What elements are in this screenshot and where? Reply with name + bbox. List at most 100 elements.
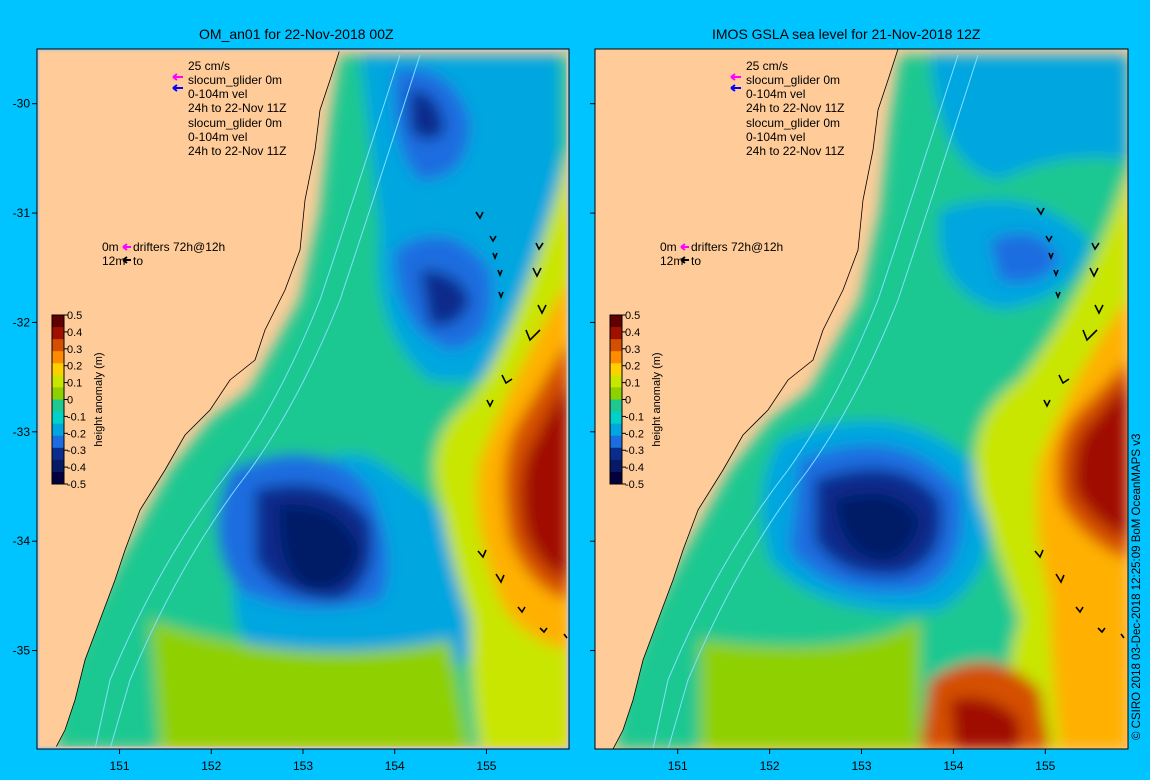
colorbar-segment: [52, 459, 64, 473]
legend-arrows: [122, 73, 741, 264]
drifter-legend: drifters 72h@12h: [133, 240, 225, 254]
colorbar-tick-label: 0.5: [67, 310, 82, 322]
colorbar-tick-label: -0.1: [67, 411, 86, 423]
drifter-legend: 0m: [660, 240, 677, 254]
legend-line: 24h to 22-Nov 11Z: [188, 101, 287, 115]
colorbar-tick-label: 0.4: [625, 327, 640, 339]
colorbar-tick-label: -0.3: [625, 445, 644, 457]
drifter-legend: 0m: [102, 240, 119, 254]
colorbar-segment: [610, 423, 622, 437]
colorbar-segment: [52, 471, 64, 485]
lon-tick-label: 154: [943, 759, 963, 773]
lon-tick-label: 155: [476, 759, 496, 773]
lat-tick-label: -31: [13, 206, 31, 220]
panel-title-right: IMOS GSLA sea level for 21-Nov-2018 12Z: [712, 26, 981, 42]
colorbar-tick-label: -0.4: [67, 462, 86, 474]
colorbar-segment: [610, 411, 622, 425]
bathymetry-contours: [652, 54, 979, 749]
colorbar-tick-label: -0.5: [67, 479, 86, 491]
legend-line: slocum_glider 0m: [746, 116, 840, 130]
lon-tick-label: 151: [668, 759, 688, 773]
legend-line: slocum_glider 0m: [188, 116, 282, 130]
colorbar-tick-label: -0.3: [67, 445, 86, 457]
lon-tick-label: 153: [293, 759, 313, 773]
colorbar-label: height anomaly (m): [93, 352, 105, 446]
copyright-note: © CSIRO 2018 03-Dec-2018 12:25:09 BoM Oc…: [1131, 433, 1143, 740]
colorbar-tick-label: 0.2: [625, 361, 640, 373]
colorbar-segment: [610, 459, 622, 473]
lon-tick-label: 153: [851, 759, 871, 773]
colorbar-segment: [52, 375, 64, 388]
colorbar-segment: [52, 447, 64, 461]
colorbar-segment: [610, 435, 622, 449]
coastline: [595, 49, 899, 749]
colorbar-tick-label: 0.1: [625, 378, 640, 390]
lat-tick-label: -30: [13, 97, 31, 111]
map-panel-left: [37, 49, 569, 749]
lon-tick-label: 152: [760, 759, 780, 773]
lon-tick-label: 155: [1035, 759, 1055, 773]
legend-line: 25 cm/s: [188, 59, 230, 73]
colorbar-segment: [52, 315, 64, 328]
colorbar-segment: [610, 327, 622, 340]
colorbar-segment: [52, 411, 64, 425]
legend-line: 24h to 22-Nov 11Z: [188, 144, 287, 158]
colorbar-segment: [52, 351, 64, 364]
lat-tick-label: -33: [13, 425, 31, 439]
map-panel-right: [595, 49, 1128, 749]
colorbar-tick-label: 0: [625, 395, 631, 407]
legend-line: 0-104m vel: [746, 87, 805, 101]
colorbar-segment: [610, 375, 622, 388]
colorbar-tick-label: -0.2: [67, 428, 86, 440]
colorbar-tick-label: -0.1: [625, 411, 644, 423]
colorbar-segment: [610, 387, 622, 400]
colorbar-segment: [52, 399, 64, 413]
colorbar-tick-label: -0.2: [625, 428, 644, 440]
drifter-legend: to: [691, 254, 701, 268]
axis-tick-labels: 151 152 153 154 155 -30 -31 -32 -33 -34 -35 151 152 1…: [13, 97, 1056, 773]
panel-title-left: OM_an01 for 22-Nov-2018 00Z: [199, 26, 394, 42]
legend-line: 25 cm/s: [746, 59, 788, 73]
legend-line: 0-104m vel: [188, 87, 247, 101]
colorbar-segment: [610, 447, 622, 461]
legend-right: 25 cm/s slocum_glider 0m 0-104m vel 24h …: [660, 59, 845, 268]
lat-tick-label: -35: [13, 644, 31, 658]
drifter-legend: 12m: [102, 254, 125, 268]
colorbar-segment: [52, 435, 64, 449]
colorbar-segment: [52, 387, 64, 400]
colorbar-segment: [610, 339, 622, 352]
lat-tick-label: -32: [13, 315, 31, 329]
coastline: [37, 49, 341, 749]
colorbar-segment: [610, 363, 622, 376]
colorbar-tick-label: -0.4: [625, 462, 644, 474]
drifter-legend: to: [133, 254, 143, 268]
colorbar-tick-label: 0: [67, 395, 73, 407]
legend-line: 0-104m vel: [746, 130, 805, 144]
colorbar-tick-label: 0.4: [67, 327, 82, 339]
bathymetry-contours: [94, 54, 421, 749]
colorbar-segment: [52, 327, 64, 340]
colorbar-label: height anomaly (m): [651, 352, 663, 446]
drifter-legend: 12m: [660, 254, 683, 268]
axis-ticks: [32, 103, 1046, 754]
colorbar-segment: [610, 315, 622, 328]
legend-line: 24h to 22-Nov 11Z: [746, 101, 845, 115]
legend-line: slocum_glider 0m: [188, 73, 282, 87]
colorbar-segment: [52, 363, 64, 376]
colorbar-segment: [610, 471, 622, 485]
colorbar-tick-label: 0.3: [625, 344, 640, 356]
colorbar-tick-label: 0.5: [625, 310, 640, 322]
lat-tick-label: -34: [13, 534, 31, 548]
legend-line: slocum_glider 0m: [746, 73, 840, 87]
colorbar-tick-label: 0.1: [67, 378, 82, 390]
height-anomaly-field-right: [615, 55, 1128, 749]
colorbar-segment: [610, 399, 622, 413]
height-anomaly-field-left: [55, 55, 569, 749]
legend-left: 25 cm/s slocum_glider 0m 0-104m vel 24h …: [102, 59, 287, 268]
colorbars: 0.5 0.4 0.3 0.2 0.1 0 -0.1 -0.2 -0.3 -0.4 -0.5 heig…: [51, 310, 663, 491]
colorbar-segment: [52, 339, 64, 352]
lon-tick-label: 152: [201, 759, 221, 773]
lon-tick-label: 151: [110, 759, 130, 773]
colorbar-segment: [52, 423, 64, 437]
